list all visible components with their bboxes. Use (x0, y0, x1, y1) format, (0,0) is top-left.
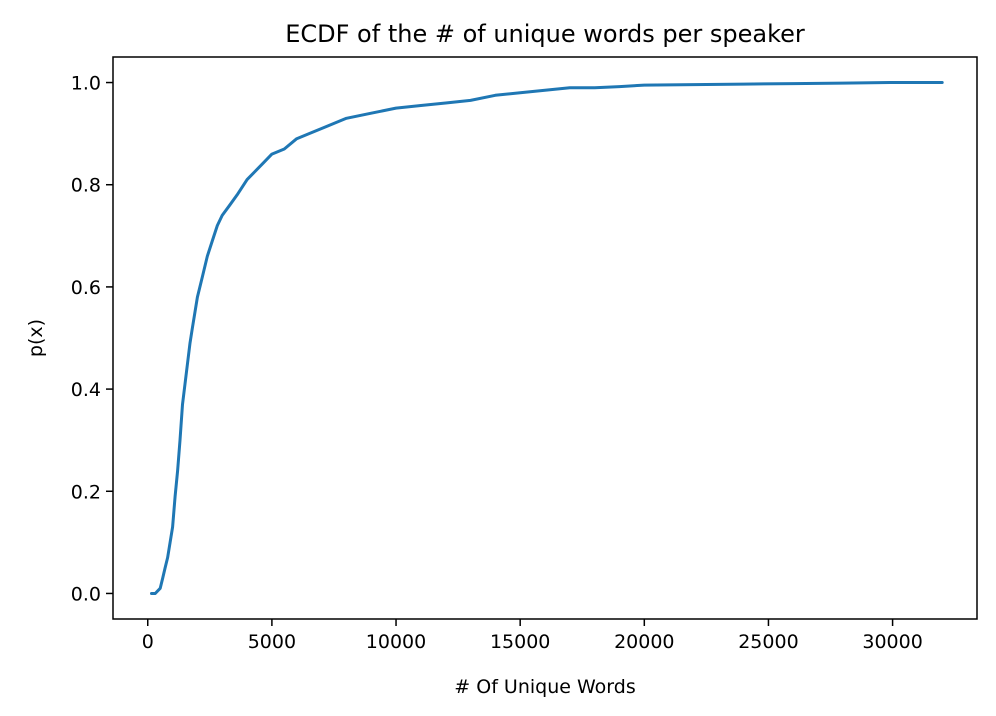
x-tick-label: 10000 (366, 631, 426, 653)
y-tick-label: 0.6 (71, 277, 101, 299)
x-tick-label: 15000 (490, 631, 550, 653)
x-tick-label: 25000 (738, 631, 798, 653)
x-tick-label: 5000 (248, 631, 296, 653)
series-layer (150, 81, 944, 595)
x-tick-label: 20000 (614, 631, 674, 653)
ecdf-series-line (150, 81, 944, 595)
plot-frame (112, 56, 978, 620)
chart-title: ECDF of the # of unique words per speake… (285, 20, 805, 48)
axis-ticks: 0 5000 10000 15000 20000 25000 30000 0.0 0.2 0.4 0… (71, 73, 923, 653)
y-tick-label: 0.4 (71, 379, 101, 401)
y-tick-label: 0.2 (71, 481, 101, 503)
x-axis-label: # Of Unique Words (454, 676, 635, 698)
y-tick-label: 1.0 (71, 73, 101, 95)
y-tick-label: 0.8 (71, 175, 101, 197)
y-axis-label: p(x) (25, 319, 47, 357)
x-tick-label: 30000 (862, 631, 922, 653)
y-tick-label: 0.0 (71, 583, 101, 605)
x-tick-label: 0 (142, 631, 154, 653)
